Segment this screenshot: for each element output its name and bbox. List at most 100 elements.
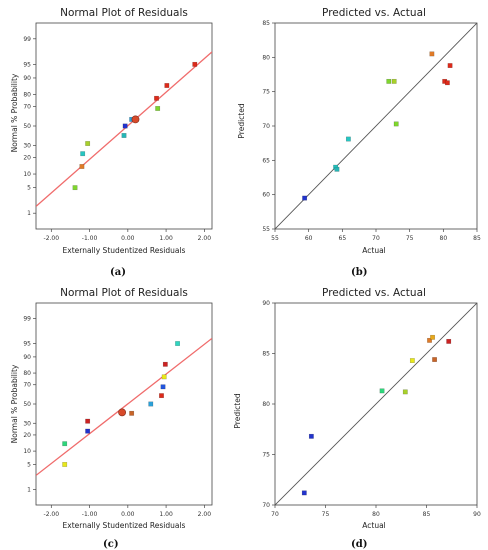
x-tick-label: 60 — [305, 235, 313, 242]
y-tick-label: 95 — [23, 341, 31, 348]
x-axis-label: Externally Studentized Residuals — [63, 521, 186, 530]
plot-area: -2.00 -1.00 0.00 1.00 2.00 1 5 10 20 30 50 70 80 90 95… — [23, 302, 213, 518]
y-tick-label: 65 — [262, 157, 270, 164]
y-tick-label: 30 — [23, 420, 31, 427]
y-tick-label: 75 — [262, 452, 270, 459]
fit-line — [36, 337, 212, 476]
data-point — [393, 121, 399, 127]
y-tick-label: 60 — [262, 192, 270, 199]
plot-area: 70 75 80 85 90 70 75 80 85 90 — [262, 300, 481, 518]
data-point — [121, 133, 127, 138]
data-point — [427, 337, 432, 343]
x-tick-label: 65 — [339, 235, 347, 242]
panel-label: (b) — [351, 267, 367, 278]
data-point — [432, 357, 437, 362]
x-tick-label: 2.00 — [198, 511, 212, 518]
data-point — [159, 393, 164, 399]
x-tick-label: 70 — [271, 511, 279, 518]
x-axis-label: Externally Studentized Residuals — [63, 246, 186, 255]
y-tick-label: 85 — [262, 20, 270, 27]
data-point — [308, 433, 314, 439]
data-point — [79, 164, 85, 169]
y-tick-label: 50 — [23, 123, 31, 130]
y-tick-label: 75 — [262, 89, 270, 96]
data-point — [192, 61, 198, 67]
data-point — [154, 95, 159, 101]
x-tick-label: 80 — [372, 511, 380, 518]
y-tick-label: 1 — [27, 210, 31, 217]
fit-line — [36, 51, 212, 207]
x-tick-label: 1.00 — [159, 235, 173, 242]
data-point — [447, 63, 453, 68]
data-point — [122, 123, 128, 129]
x-tick-label: -2.00 — [44, 235, 60, 242]
diagonal-line — [275, 23, 477, 229]
y-tick-label: 10 — [23, 171, 31, 178]
data-point — [386, 78, 392, 84]
data-point — [62, 462, 68, 467]
y-tick-label: 20 — [23, 432, 31, 439]
data-point — [85, 141, 91, 146]
x-axis-label: Actual — [362, 246, 386, 255]
y-tick-label: 90 — [23, 75, 31, 82]
y-axis-label: Predicted — [237, 103, 246, 138]
data-point — [85, 418, 91, 424]
x-tick-label: 55 — [271, 235, 279, 242]
data-point — [62, 441, 68, 447]
x-tick-label: 75 — [322, 511, 330, 518]
data-point — [345, 136, 351, 142]
y-tick-label: 70 — [23, 103, 31, 110]
panel-label: (c) — [103, 539, 119, 550]
x-axis-label: Actual — [362, 521, 386, 530]
data-point — [446, 338, 452, 344]
y-tick-label: 80 — [23, 370, 31, 377]
y-tick-label: 70 — [23, 382, 31, 389]
y-tick-label: 55 — [262, 226, 270, 233]
y-tick-label: 5 — [27, 185, 31, 192]
y-tick-label: 30 — [23, 143, 31, 150]
plot-area: 55 60 65 70 75 80 85 55 60 65 70 75 80 85 — [262, 20, 481, 242]
y-tick-label: 1 — [27, 487, 31, 494]
diagonal-line — [275, 303, 477, 505]
x-tick-label: -1.00 — [82, 235, 98, 242]
y-tick-label: 99 — [23, 315, 31, 322]
x-tick-label: -1.00 — [82, 511, 98, 518]
y-tick-label: 85 — [262, 351, 270, 358]
y-tick-label: 70 — [262, 502, 270, 509]
y-tick-label: 5 — [27, 461, 31, 468]
x-tick-label: 90 — [473, 511, 481, 518]
panel-label: (d) — [351, 539, 367, 550]
x-tick-label: 0.00 — [121, 235, 135, 242]
data-point — [429, 51, 435, 57]
data-point — [162, 361, 168, 367]
x-tick-label: 70 — [372, 235, 380, 242]
data-point — [164, 83, 170, 88]
y-tick-label: 70 — [262, 123, 270, 130]
data-point — [80, 151, 86, 157]
data-point — [379, 388, 385, 394]
y-axis-label: Predicted — [233, 393, 242, 428]
y-tick-label: 80 — [262, 401, 270, 408]
y-tick-label: 90 — [23, 354, 31, 361]
data-point — [155, 106, 161, 111]
chart-title: Normal Plot of Residuals — [60, 7, 188, 19]
y-tick-label: 95 — [23, 61, 31, 68]
x-tick-label: 2.00 — [198, 235, 212, 242]
data-point — [129, 410, 135, 416]
data-point — [160, 384, 166, 390]
data-point — [409, 358, 415, 363]
x-tick-label: 1.00 — [159, 511, 173, 518]
data-point — [175, 341, 180, 346]
chart-title: Predicted vs. Actual — [322, 287, 426, 299]
data-point — [131, 115, 140, 124]
y-axis-label: Normal % Probability — [10, 73, 19, 152]
data-point — [161, 374, 167, 380]
y-tick-label: 80 — [262, 54, 270, 61]
data-point — [118, 408, 126, 417]
data-point — [85, 428, 91, 434]
data-point — [148, 401, 154, 407]
x-tick-label: 80 — [440, 235, 448, 242]
